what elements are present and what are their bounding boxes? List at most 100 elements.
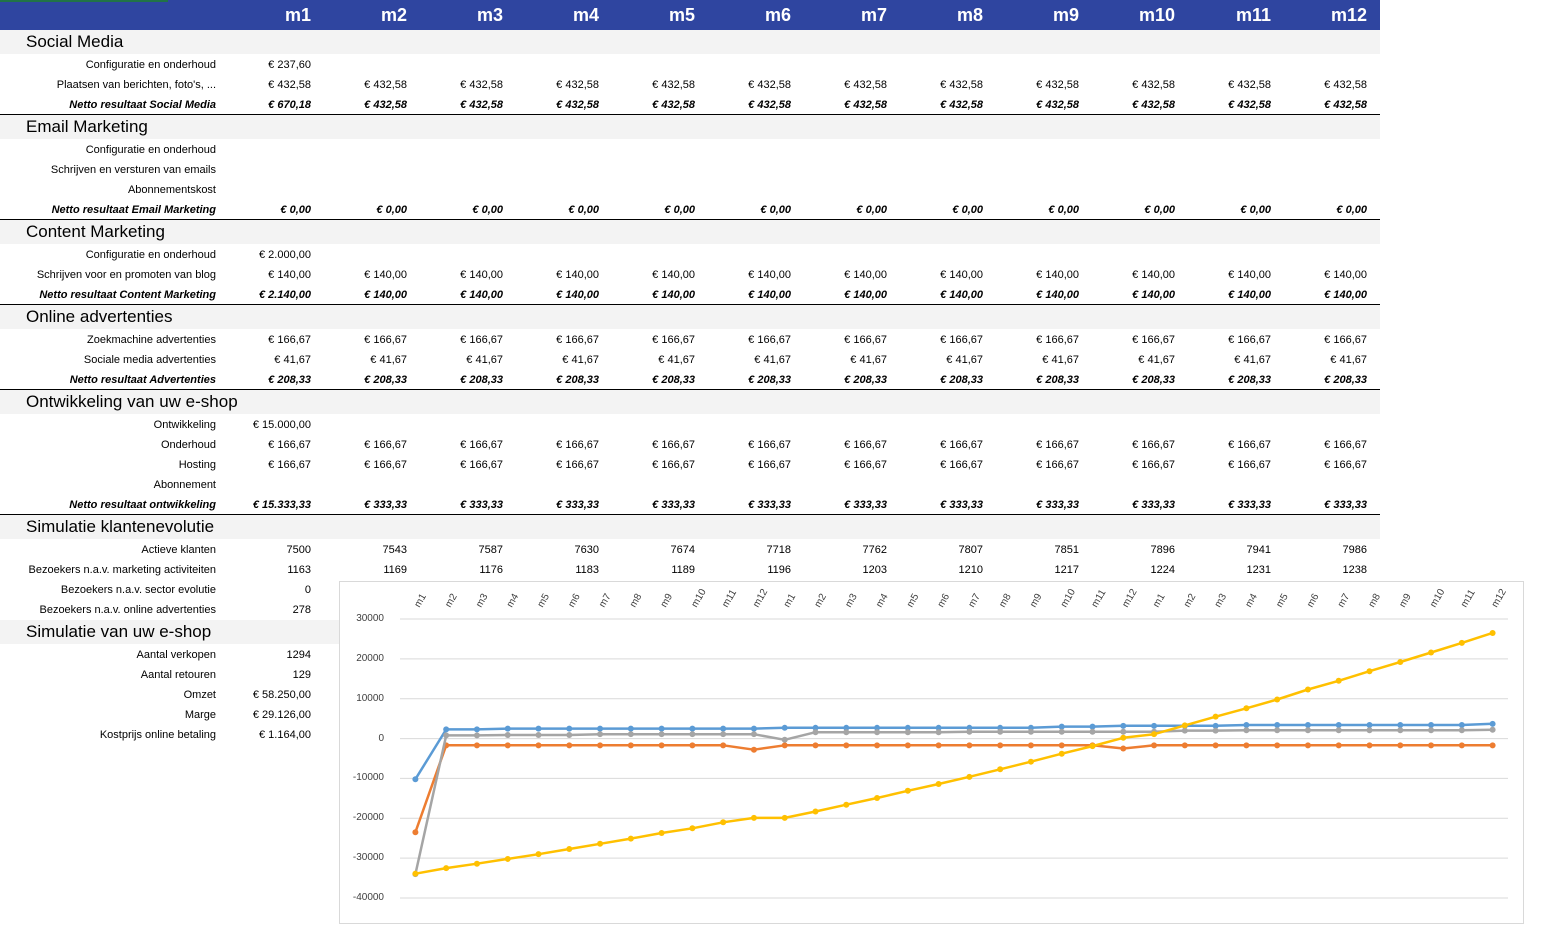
series-4-point[interactable] <box>1181 722 1188 729</box>
cell-m12[interactable]: € 333,33 <box>1324 499 1367 511</box>
series-3-point[interactable] <box>781 736 788 743</box>
cell-m4[interactable]: € 432,58 <box>556 99 599 111</box>
series-4-point[interactable] <box>689 825 696 832</box>
series-1-point[interactable] <box>1274 722 1281 729</box>
cell-m1[interactable]: 129 <box>292 669 311 681</box>
series-2-point[interactable] <box>1151 742 1158 749</box>
cell-m6[interactable]: 1196 <box>767 564 791 576</box>
series-3-point[interactable] <box>1120 728 1127 735</box>
series-1-point[interactable] <box>1058 723 1065 730</box>
cell-m2[interactable]: € 166,67 <box>364 459 407 471</box>
cell-m2[interactable]: 7543 <box>382 544 407 556</box>
cell-m5[interactable]: € 333,33 <box>652 499 695 511</box>
line-chart[interactable]: m1 m2 m3 m4 m5 m6 m7 m8 m9 m10 m11 m12 m1 m2 m3 m4 m5 m6 m… <box>339 581 1524 924</box>
series-3-point[interactable] <box>812 729 819 736</box>
cell-m8[interactable]: € 166,67 <box>940 439 983 451</box>
series-4-point[interactable] <box>1243 705 1250 712</box>
cell-m1[interactable]: 0 <box>304 584 311 596</box>
cell-m5[interactable]: € 166,67 <box>652 334 695 346</box>
cell-m6[interactable]: € 0,00 <box>760 204 791 216</box>
cell-m12[interactable]: € 432,58 <box>1324 99 1367 111</box>
series-3-point[interactable] <box>1089 728 1096 735</box>
series-4-point[interactable] <box>1151 731 1158 738</box>
cell-m12[interactable]: € 166,67 <box>1324 439 1367 451</box>
series-4-point[interactable] <box>781 814 788 821</box>
series-1-point[interactable] <box>566 725 573 732</box>
cell-m10[interactable]: 7896 <box>1150 544 1175 556</box>
cell-m10[interactable]: € 208,33 <box>1132 374 1175 386</box>
series-1-point[interactable] <box>874 724 881 731</box>
cell-m2[interactable]: € 166,67 <box>364 439 407 451</box>
cell-m10[interactable]: € 0,00 <box>1144 204 1175 216</box>
cell-m4[interactable]: € 166,67 <box>556 334 599 346</box>
cell-m6[interactable]: € 333,33 <box>748 499 791 511</box>
cell-m7[interactable]: € 166,67 <box>844 439 887 451</box>
series-1-point[interactable] <box>1366 722 1373 729</box>
cell-m7[interactable]: € 140,00 <box>844 289 887 301</box>
series-line-3[interactable] <box>414 728 1493 875</box>
cell-m10[interactable]: € 333,33 <box>1132 499 1175 511</box>
cell-m1[interactable]: € 15.333,33 <box>252 499 311 511</box>
cell-m7[interactable]: 1203 <box>862 564 887 576</box>
series-1-point[interactable] <box>935 724 942 731</box>
series-2-point[interactable] <box>1181 742 1188 749</box>
series-2-point[interactable] <box>1335 742 1342 749</box>
series-4-point[interactable] <box>504 855 511 862</box>
series-1-point[interactable] <box>1428 722 1435 729</box>
cell-m11[interactable]: € 41,67 <box>1234 354 1271 366</box>
series-4-point[interactable] <box>566 845 573 852</box>
series-1-point[interactable] <box>1212 722 1219 729</box>
cell-m2[interactable]: € 333,33 <box>364 499 407 511</box>
series-4-point[interactable] <box>1274 696 1281 703</box>
series-3-point[interactable] <box>1212 727 1219 734</box>
series-3-point[interactable] <box>1274 727 1281 734</box>
cell-m4[interactable]: € 140,00 <box>556 289 599 301</box>
cell-m4[interactable]: 1183 <box>575 564 599 576</box>
series-4-point[interactable] <box>1397 659 1404 666</box>
series-1-point[interactable] <box>720 725 727 732</box>
series-3-point[interactable] <box>1335 727 1342 734</box>
series-1-point[interactable] <box>597 725 604 732</box>
cell-m1[interactable]: € 208,33 <box>268 374 311 386</box>
cell-m7[interactable]: € 0,00 <box>856 204 887 216</box>
series-3-point[interactable] <box>1397 727 1404 734</box>
cell-m6[interactable]: € 140,00 <box>748 269 791 281</box>
cell-m3[interactable]: € 140,00 <box>460 269 503 281</box>
cell-m3[interactable]: € 166,67 <box>460 334 503 346</box>
series-2-point[interactable] <box>781 742 788 749</box>
series-2-point[interactable] <box>1489 742 1496 749</box>
cell-m1[interactable]: € 41,67 <box>274 354 311 366</box>
series-4-point[interactable] <box>1120 734 1127 741</box>
cell-m11[interactable]: € 432,58 <box>1228 99 1271 111</box>
cell-m6[interactable]: € 432,58 <box>748 99 791 111</box>
cell-m4[interactable]: € 166,67 <box>556 439 599 451</box>
cell-m6[interactable]: € 208,33 <box>748 374 791 386</box>
cell-m3[interactable]: € 41,67 <box>466 354 503 366</box>
series-4-point[interactable] <box>535 851 542 858</box>
series-4-point[interactable] <box>812 808 819 815</box>
cell-m3[interactable]: € 333,33 <box>460 499 503 511</box>
cell-m8[interactable]: € 166,67 <box>940 334 983 346</box>
cell-m5[interactable]: € 140,00 <box>652 289 695 301</box>
cell-m6[interactable]: € 166,67 <box>748 459 791 471</box>
cell-m9[interactable]: € 432,58 <box>1036 79 1079 91</box>
series-2-point[interactable] <box>1212 742 1219 749</box>
cell-m7[interactable]: € 140,00 <box>844 269 887 281</box>
series-3-point[interactable] <box>1027 728 1034 735</box>
series-2-point[interactable] <box>473 742 480 749</box>
series-1-point[interactable] <box>1120 722 1127 729</box>
series-2-point[interactable] <box>1027 742 1034 749</box>
cell-m11[interactable]: € 208,33 <box>1228 374 1271 386</box>
cell-m4[interactable]: € 140,00 <box>556 269 599 281</box>
series-1-point[interactable] <box>535 725 542 732</box>
cell-m8[interactable]: € 333,33 <box>940 499 983 511</box>
series-1-point[interactable] <box>1458 722 1465 729</box>
cell-m8[interactable]: 1210 <box>958 564 983 576</box>
cell-m11[interactable]: € 333,33 <box>1228 499 1271 511</box>
series-2-point[interactable] <box>566 742 573 749</box>
cell-m1[interactable]: € 1.164,00 <box>259 729 311 741</box>
cell-m3[interactable]: € 208,33 <box>460 374 503 386</box>
cell-m1[interactable]: € 0,00 <box>280 204 311 216</box>
series-4-point[interactable] <box>843 801 850 808</box>
series-2-point[interactable] <box>535 742 542 749</box>
